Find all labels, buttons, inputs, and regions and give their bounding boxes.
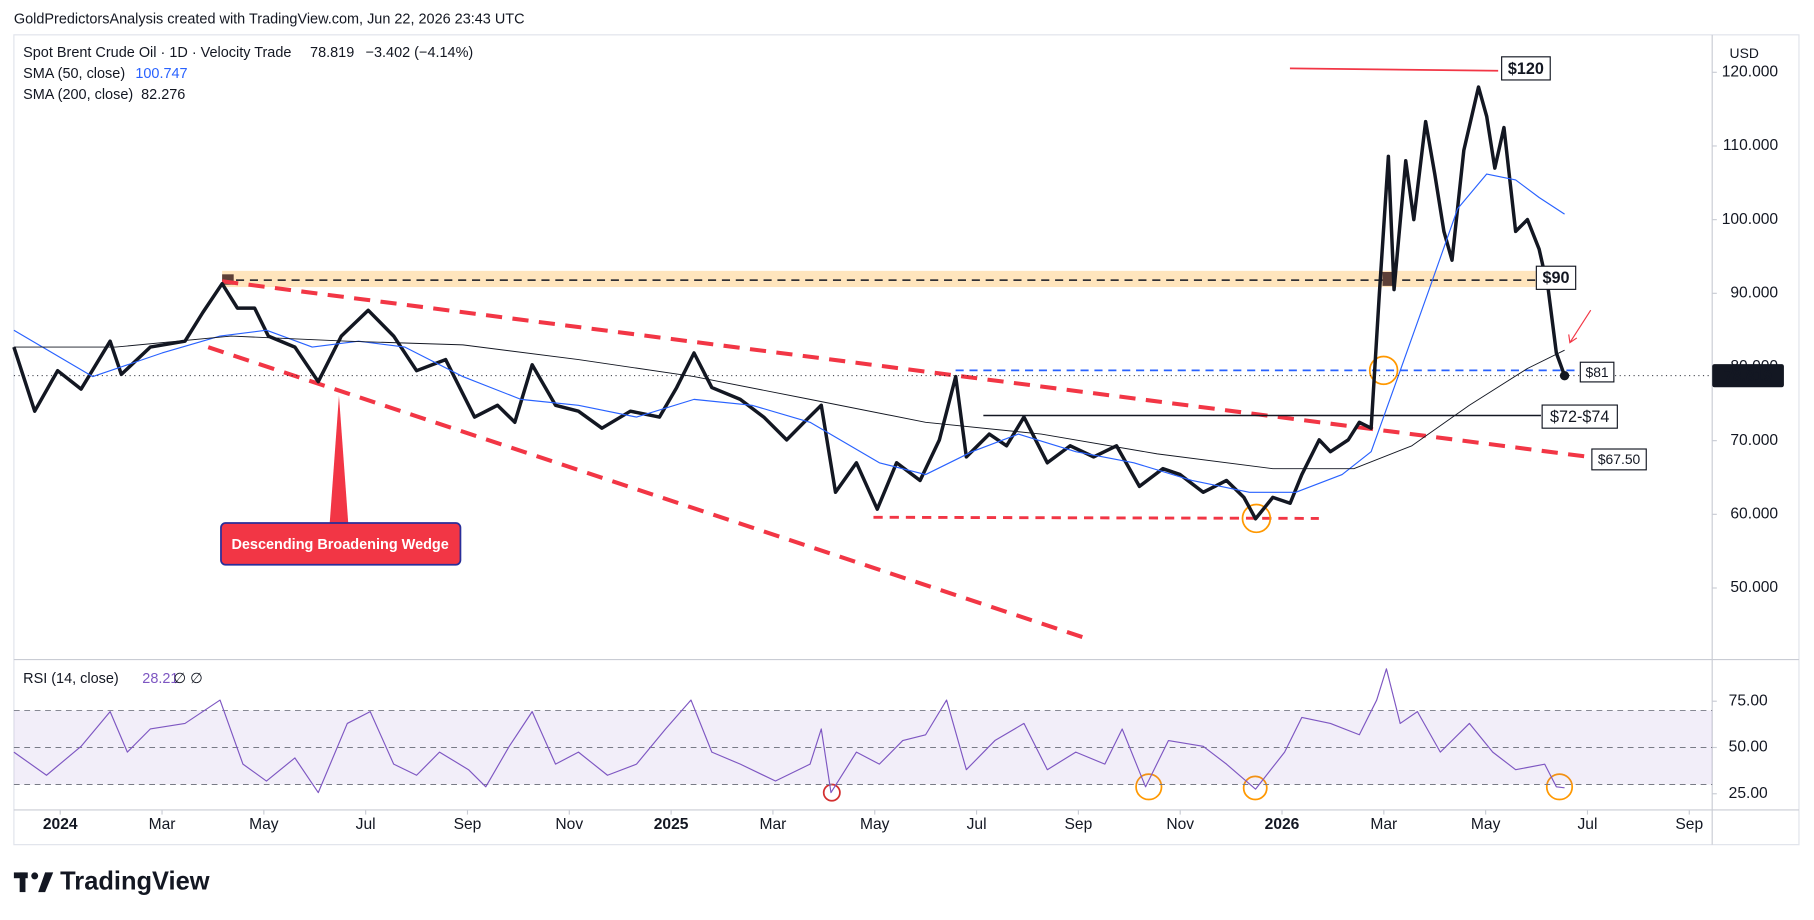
- rsi-title: RSI (14, close): [23, 671, 119, 687]
- x-tick-label: Nov: [555, 816, 583, 833]
- x-tick-label: May: [249, 816, 279, 833]
- layout: [13, 34, 1800, 893]
- resistance-zone: [222, 270, 1545, 288]
- x-tick-label: Jul: [356, 816, 376, 833]
- annotation-label: $81: [1586, 364, 1609, 380]
- annotation-box: [1535, 265, 1577, 290]
- annotation-label: $90: [1543, 269, 1570, 287]
- legend-sma200-value: 82.276: [141, 87, 185, 103]
- wedge-upper-line: [221, 279, 1591, 460]
- header: GoldPredictorsAnalysis created with Trad…: [14, 12, 525, 28]
- series-line: [13, 335, 1565, 470]
- y-tick-label: 100.000: [1722, 211, 1779, 228]
- highlight-circle: [1135, 773, 1163, 801]
- legend-sma50-value: 100.747: [135, 66, 187, 82]
- annotation-box: [1501, 56, 1551, 81]
- logo-part: [38, 872, 54, 893]
- wedge-lower-line: [207, 345, 1089, 641]
- x-tick-label: May: [860, 816, 890, 833]
- footer-brand: TradingView: [60, 868, 210, 896]
- zone-marker: [222, 274, 234, 285]
- series-line: [13, 173, 1565, 493]
- annotation-label: $72-$74: [1550, 408, 1609, 426]
- x-tick-label: Sep: [1064, 816, 1092, 833]
- series-line: [12, 85, 1567, 521]
- legend-sma50: SMA (50, close): [23, 66, 125, 82]
- annotation-box: [1541, 404, 1618, 429]
- wedge-label: Descending Broadening Wedge: [231, 537, 448, 553]
- currency: USD: [1730, 45, 1759, 61]
- y-tick-label: 120.000: [1722, 63, 1779, 80]
- legend-last: 78.819: [310, 45, 354, 61]
- arrow: [1569, 309, 1592, 343]
- zone-marker: [1382, 272, 1395, 286]
- annotation-box: [1579, 361, 1615, 383]
- top-line: [1289, 67, 1499, 72]
- logo: [13, 872, 54, 893]
- x-tick-label: May: [1471, 816, 1501, 833]
- y-tick-label: 70.000: [1730, 432, 1778, 449]
- rsi-flags: ∅ ∅: [174, 671, 203, 687]
- arrow-head: [1568, 334, 1578, 344]
- x-tick-label: Mar: [759, 816, 786, 833]
- y-tick-label: 50.00: [1729, 739, 1768, 756]
- highlight-circle: [1545, 773, 1574, 801]
- legend-title: Spot Brent Crude Oil · 1D · Velocity Tra…: [23, 45, 291, 61]
- wedge-label-box: [220, 522, 462, 566]
- annotation-label: $120: [1508, 60, 1544, 78]
- y-tick-label: 50.000: [1730, 579, 1778, 596]
- label-pointer: [329, 395, 349, 524]
- annotation-box: [1591, 448, 1647, 471]
- x-tick-label: Jul: [967, 816, 987, 833]
- y-tick-label: 110.000: [1723, 137, 1779, 154]
- legend-sma200: SMA (200, close): [23, 87, 133, 103]
- frame: [13, 34, 1800, 846]
- x-tick-label: 2024: [43, 816, 78, 833]
- price-tag: 78.819: [1724, 368, 1772, 385]
- annotation-label: $67.50: [1598, 451, 1641, 467]
- y-tick-label: 90.000: [1730, 284, 1778, 301]
- series-line: [13, 668, 1565, 794]
- x-tick-label: 2025: [654, 816, 689, 833]
- legend-change: −3.402 (−4.14%): [366, 45, 474, 61]
- y-tick-label: 75.00: [1729, 692, 1768, 709]
- x-tick-label: Jul: [1577, 816, 1597, 833]
- x-tick-label: Sep: [454, 816, 482, 833]
- highlight-circle: [1241, 503, 1272, 534]
- last-point: [1559, 371, 1570, 381]
- y-tick-label: 60.000: [1730, 505, 1778, 522]
- x-tick-label: Nov: [1166, 816, 1194, 833]
- logo-part: [31, 872, 39, 880]
- y-tick-label: 25.00: [1729, 785, 1768, 802]
- x-tick-label: Mar: [149, 816, 176, 833]
- logo-part: [19, 872, 26, 893]
- x-tick-label: Sep: [1675, 816, 1703, 833]
- highlight-circle: [1368, 355, 1399, 386]
- highlight-circle: [1242, 775, 1268, 801]
- price-tag-box: [1712, 364, 1784, 388]
- rsi-last: 28.21: [142, 671, 178, 687]
- x-tick-label: Mar: [1370, 816, 1397, 833]
- x-tick-label: 2026: [1265, 816, 1300, 833]
